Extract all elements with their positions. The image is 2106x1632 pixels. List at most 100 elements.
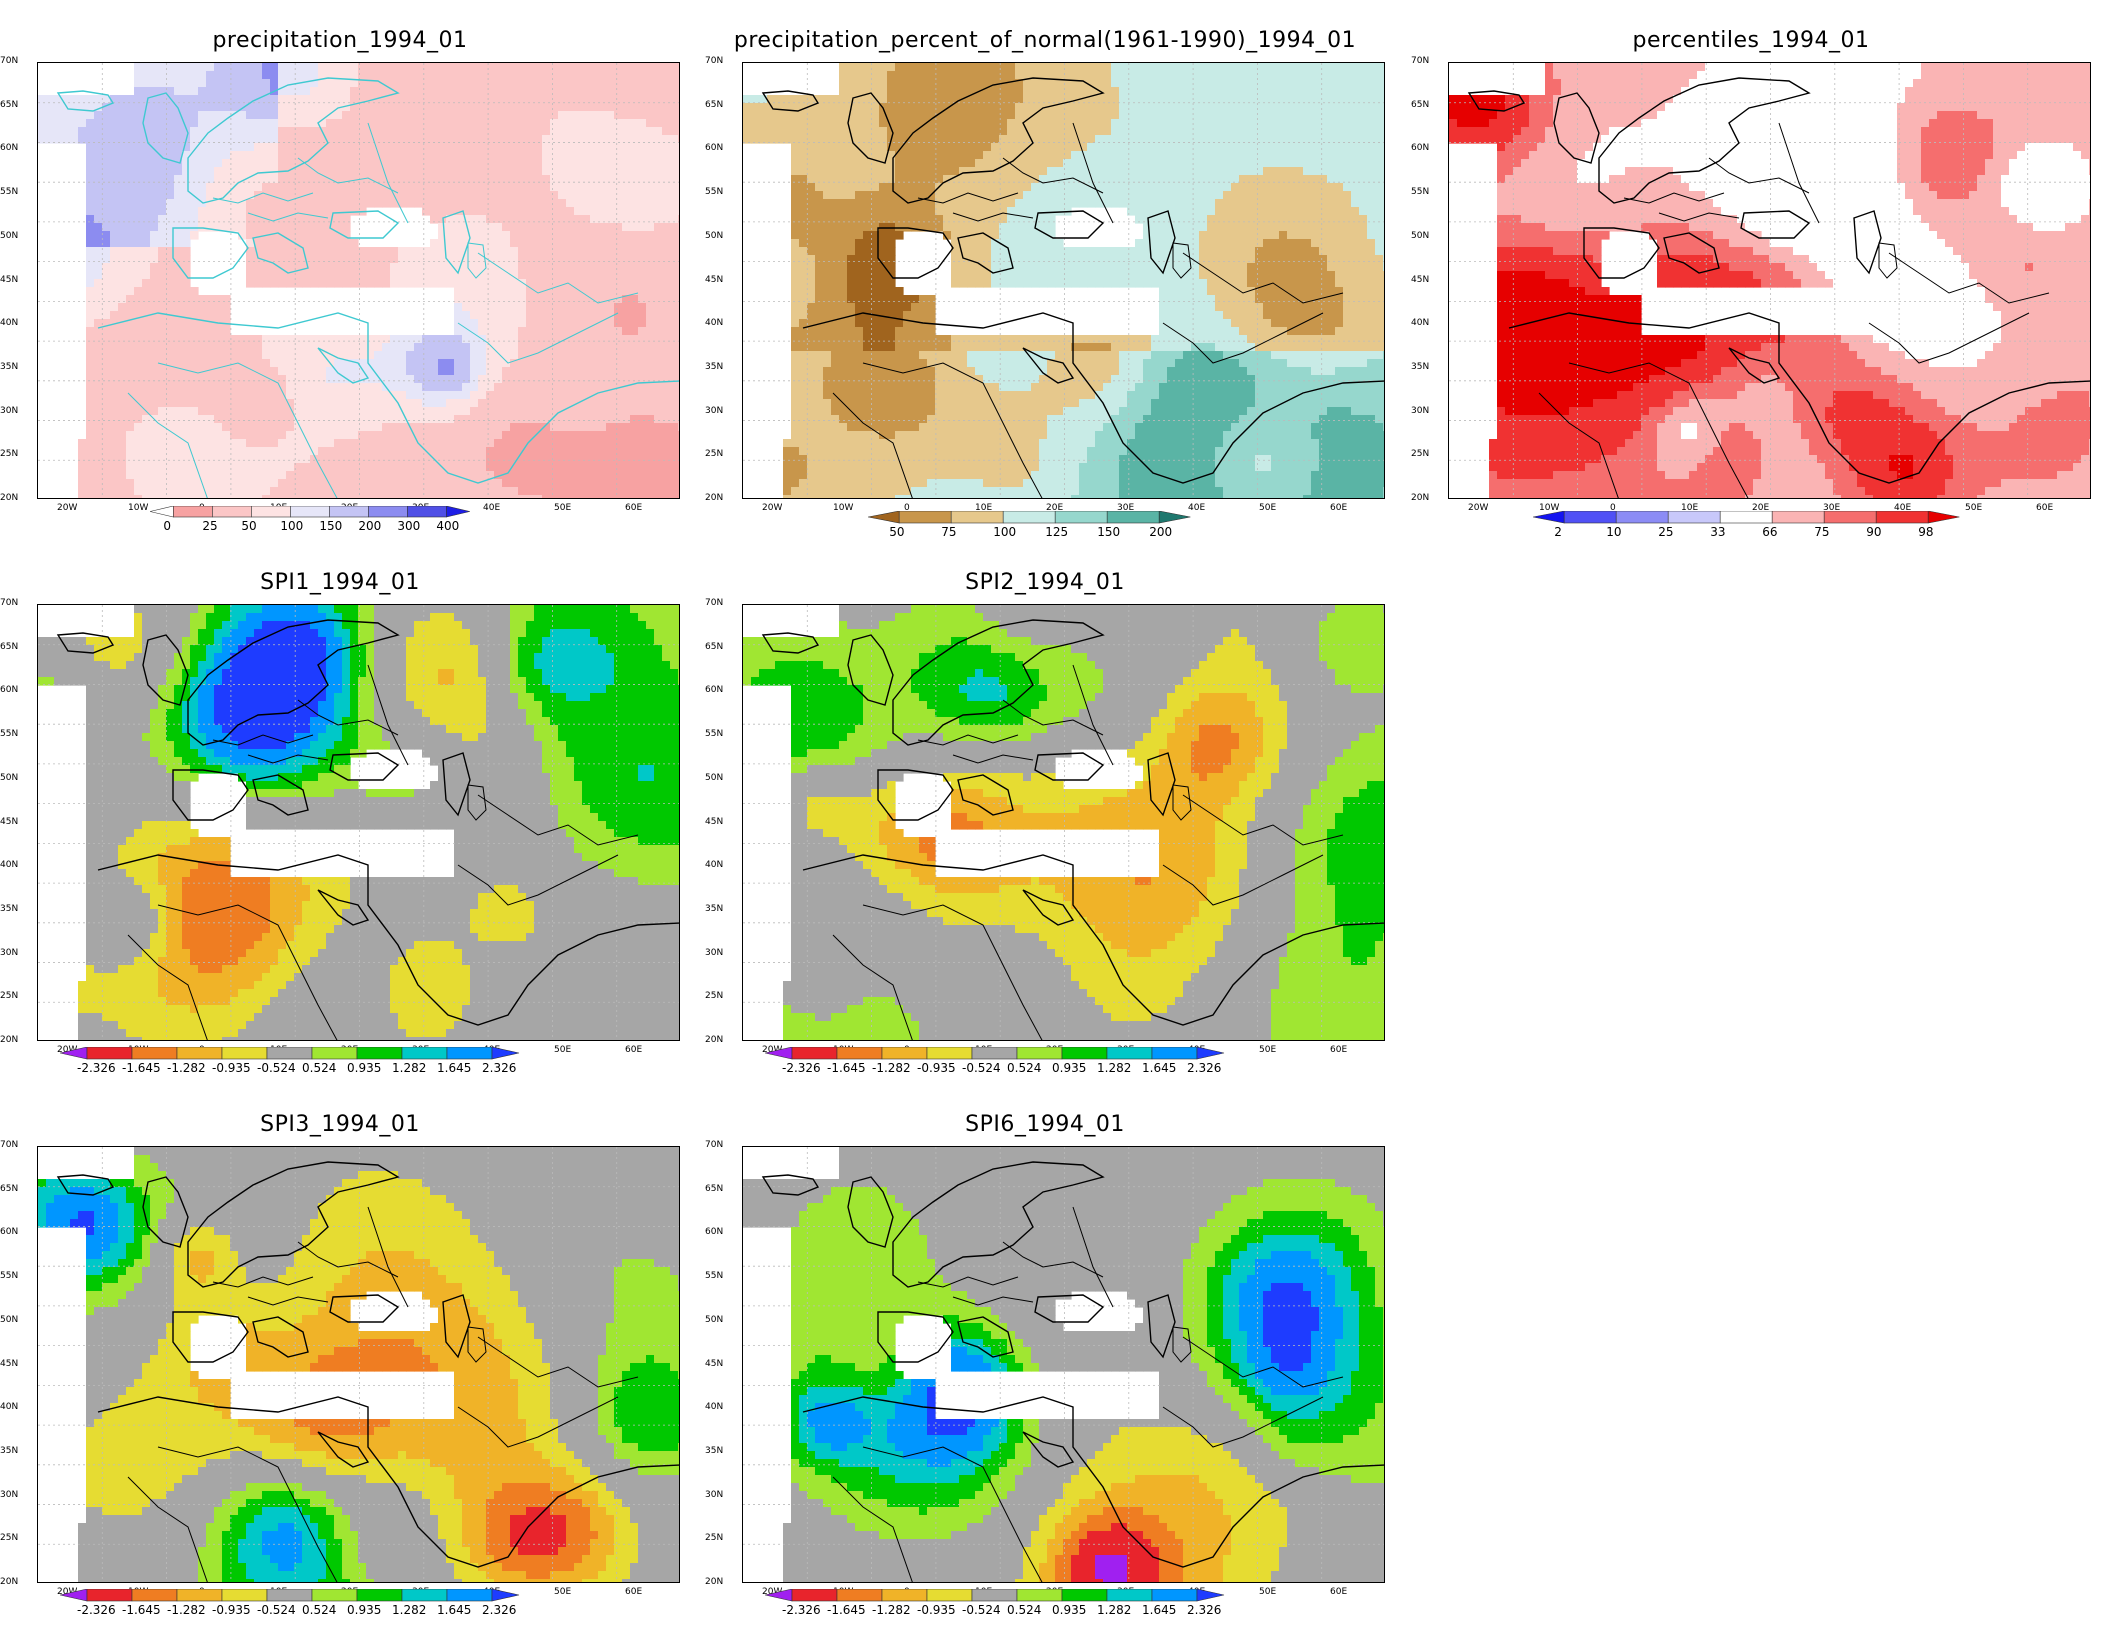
- lat-tick-label: 20N: [705, 1577, 723, 1587]
- colorbar-tick-label: 0.935: [347, 1061, 381, 1075]
- lat-tick-label: 70N: [1411, 56, 1429, 66]
- lat-tick-label: 40N: [705, 1402, 723, 1412]
- panel-title: precipitation_percent_of_normal(1961-199…: [705, 28, 1385, 53]
- colorbar-tick-label: 100: [280, 519, 303, 533]
- lat-tick-label: 55N: [705, 729, 723, 739]
- map-percentiles: [1448, 62, 2091, 499]
- lat-tick-label: 50N: [705, 231, 723, 241]
- lat-tick-label: 65N: [0, 100, 18, 110]
- colorbar-swatch: [972, 1047, 1017, 1059]
- lon-tick-label: 10W: [833, 503, 853, 513]
- colorbar-tick-label: 150: [319, 519, 342, 533]
- colorbar-tick-label: 400: [436, 519, 459, 533]
- colorbar-swatch: [1616, 511, 1668, 523]
- lon-tick-label: 20W: [57, 503, 77, 513]
- map-spi6: [742, 1146, 1385, 1583]
- colorbar-arrow-left: [1533, 511, 1564, 523]
- colorbar-tick-label: -1.645: [827, 1603, 866, 1617]
- lat-tick-label: 45N: [705, 817, 723, 827]
- colorbar-tick-label: 0.524: [302, 1603, 336, 1617]
- lon-tick-label: 60E: [1330, 1045, 1347, 1055]
- lon-tick-label: 50E: [554, 503, 571, 513]
- lat-tick-label: 65N: [705, 642, 723, 652]
- lon-tick-label: 60E: [1330, 503, 1347, 513]
- panel-percent-of-normal: precipitation_percent_of_normal(1961-199…: [705, 28, 1385, 548]
- lat-tick-label: 20N: [705, 493, 723, 503]
- lat-tick-label: 35N: [705, 1446, 723, 1456]
- lat-tick-label: 55N: [705, 1271, 723, 1281]
- colorbar-swatch: [1107, 1047, 1152, 1059]
- lat-tick-label: 35N: [0, 904, 18, 914]
- colorbar-swatch: [407, 506, 446, 517]
- lat-tick-label: 50N: [705, 773, 723, 783]
- colorbar-tick-label: 1.282: [1097, 1603, 1131, 1617]
- panel-title: percentiles_1994_01: [1411, 28, 2091, 53]
- colorbar-tick-label: 0.524: [1007, 1603, 1041, 1617]
- colorbar-tick-label: 0.935: [1052, 1061, 1086, 1075]
- lat-tick-label: 60N: [705, 685, 723, 695]
- lat-tick-label: 40N: [705, 860, 723, 870]
- lat-tick-label: 30N: [705, 406, 723, 416]
- colorbar-tick-label: -0.524: [257, 1603, 296, 1617]
- colorbar-tick-label: -1.282: [872, 1061, 911, 1075]
- lat-tick-label: 55N: [0, 1271, 18, 1281]
- colorbar-tick-label: 100: [993, 525, 1016, 539]
- lat-tick-label: 65N: [0, 642, 18, 652]
- map-precipitation: [37, 62, 680, 499]
- lat-tick-label: 65N: [0, 1184, 18, 1194]
- colorbar-tick-label: 75: [1814, 525, 1829, 539]
- colorbar-swatch: [837, 1047, 882, 1059]
- lat-tick-label: 35N: [705, 904, 723, 914]
- colorbar-arrow-right: [446, 506, 469, 517]
- colorbar-swatch: [1003, 511, 1055, 523]
- colorbar-swatch: [1107, 1589, 1152, 1601]
- colorbar-tick-label: 1.645: [437, 1061, 471, 1075]
- lat-tick-label: 30N: [705, 948, 723, 958]
- colorbar-tick-label: 66: [1762, 525, 1777, 539]
- colorbar-tick-label: 25: [1658, 525, 1673, 539]
- colorbar-tick-label: -1.282: [167, 1603, 206, 1617]
- colorbar-swatch: [368, 506, 407, 517]
- colorbar-tick-label: 98: [1918, 525, 1933, 539]
- colorbar-swatch: [222, 1047, 267, 1059]
- lat-tick-label: 25N: [705, 1533, 723, 1543]
- colorbar-swatch: [1564, 511, 1616, 523]
- colorbar-tick-label: 200: [1149, 525, 1172, 539]
- colorbar-tick-label: 2: [1554, 525, 1562, 539]
- colorbar-swatch: [882, 1589, 927, 1601]
- colorbar-tick-label: 125: [1045, 525, 1068, 539]
- colorbar-tick-label: 33: [1710, 525, 1725, 539]
- lat-tick-label: 50N: [0, 231, 18, 241]
- lat-tick-label: 25N: [0, 991, 18, 1001]
- colorbar-swatch: [267, 1047, 312, 1059]
- colorbar-arrow-left: [150, 506, 173, 517]
- lat-tick-label: 45N: [1411, 275, 1429, 285]
- colorbar-tick-label: 2.326: [482, 1603, 516, 1617]
- lat-tick-label: 55N: [705, 187, 723, 197]
- colorbar-swatch: [132, 1589, 177, 1601]
- colorbar-swatch: [177, 1047, 222, 1059]
- colorbar-swatch: [87, 1589, 132, 1601]
- colorbar-swatch: [329, 506, 368, 517]
- lon-tick-label: 60E: [625, 1045, 642, 1055]
- lat-tick-label: 55N: [1411, 187, 1429, 197]
- colorbar-swatch: [312, 1047, 357, 1059]
- colorbar-tick-label: -1.282: [167, 1061, 206, 1075]
- panel-title: precipitation_1994_01: [0, 28, 680, 53]
- lat-tick-label: 70N: [0, 598, 18, 608]
- panel-title: SPI1_1994_01: [0, 570, 680, 595]
- map-spi1: [37, 604, 680, 1041]
- colorbar-tick-label: 1.645: [1142, 1603, 1176, 1617]
- colorbar-swatch: [290, 506, 329, 517]
- colorbar-tick-label: -2.326: [77, 1061, 116, 1075]
- lat-tick-label: 20N: [0, 1035, 18, 1045]
- colorbar-swatch: [402, 1589, 447, 1601]
